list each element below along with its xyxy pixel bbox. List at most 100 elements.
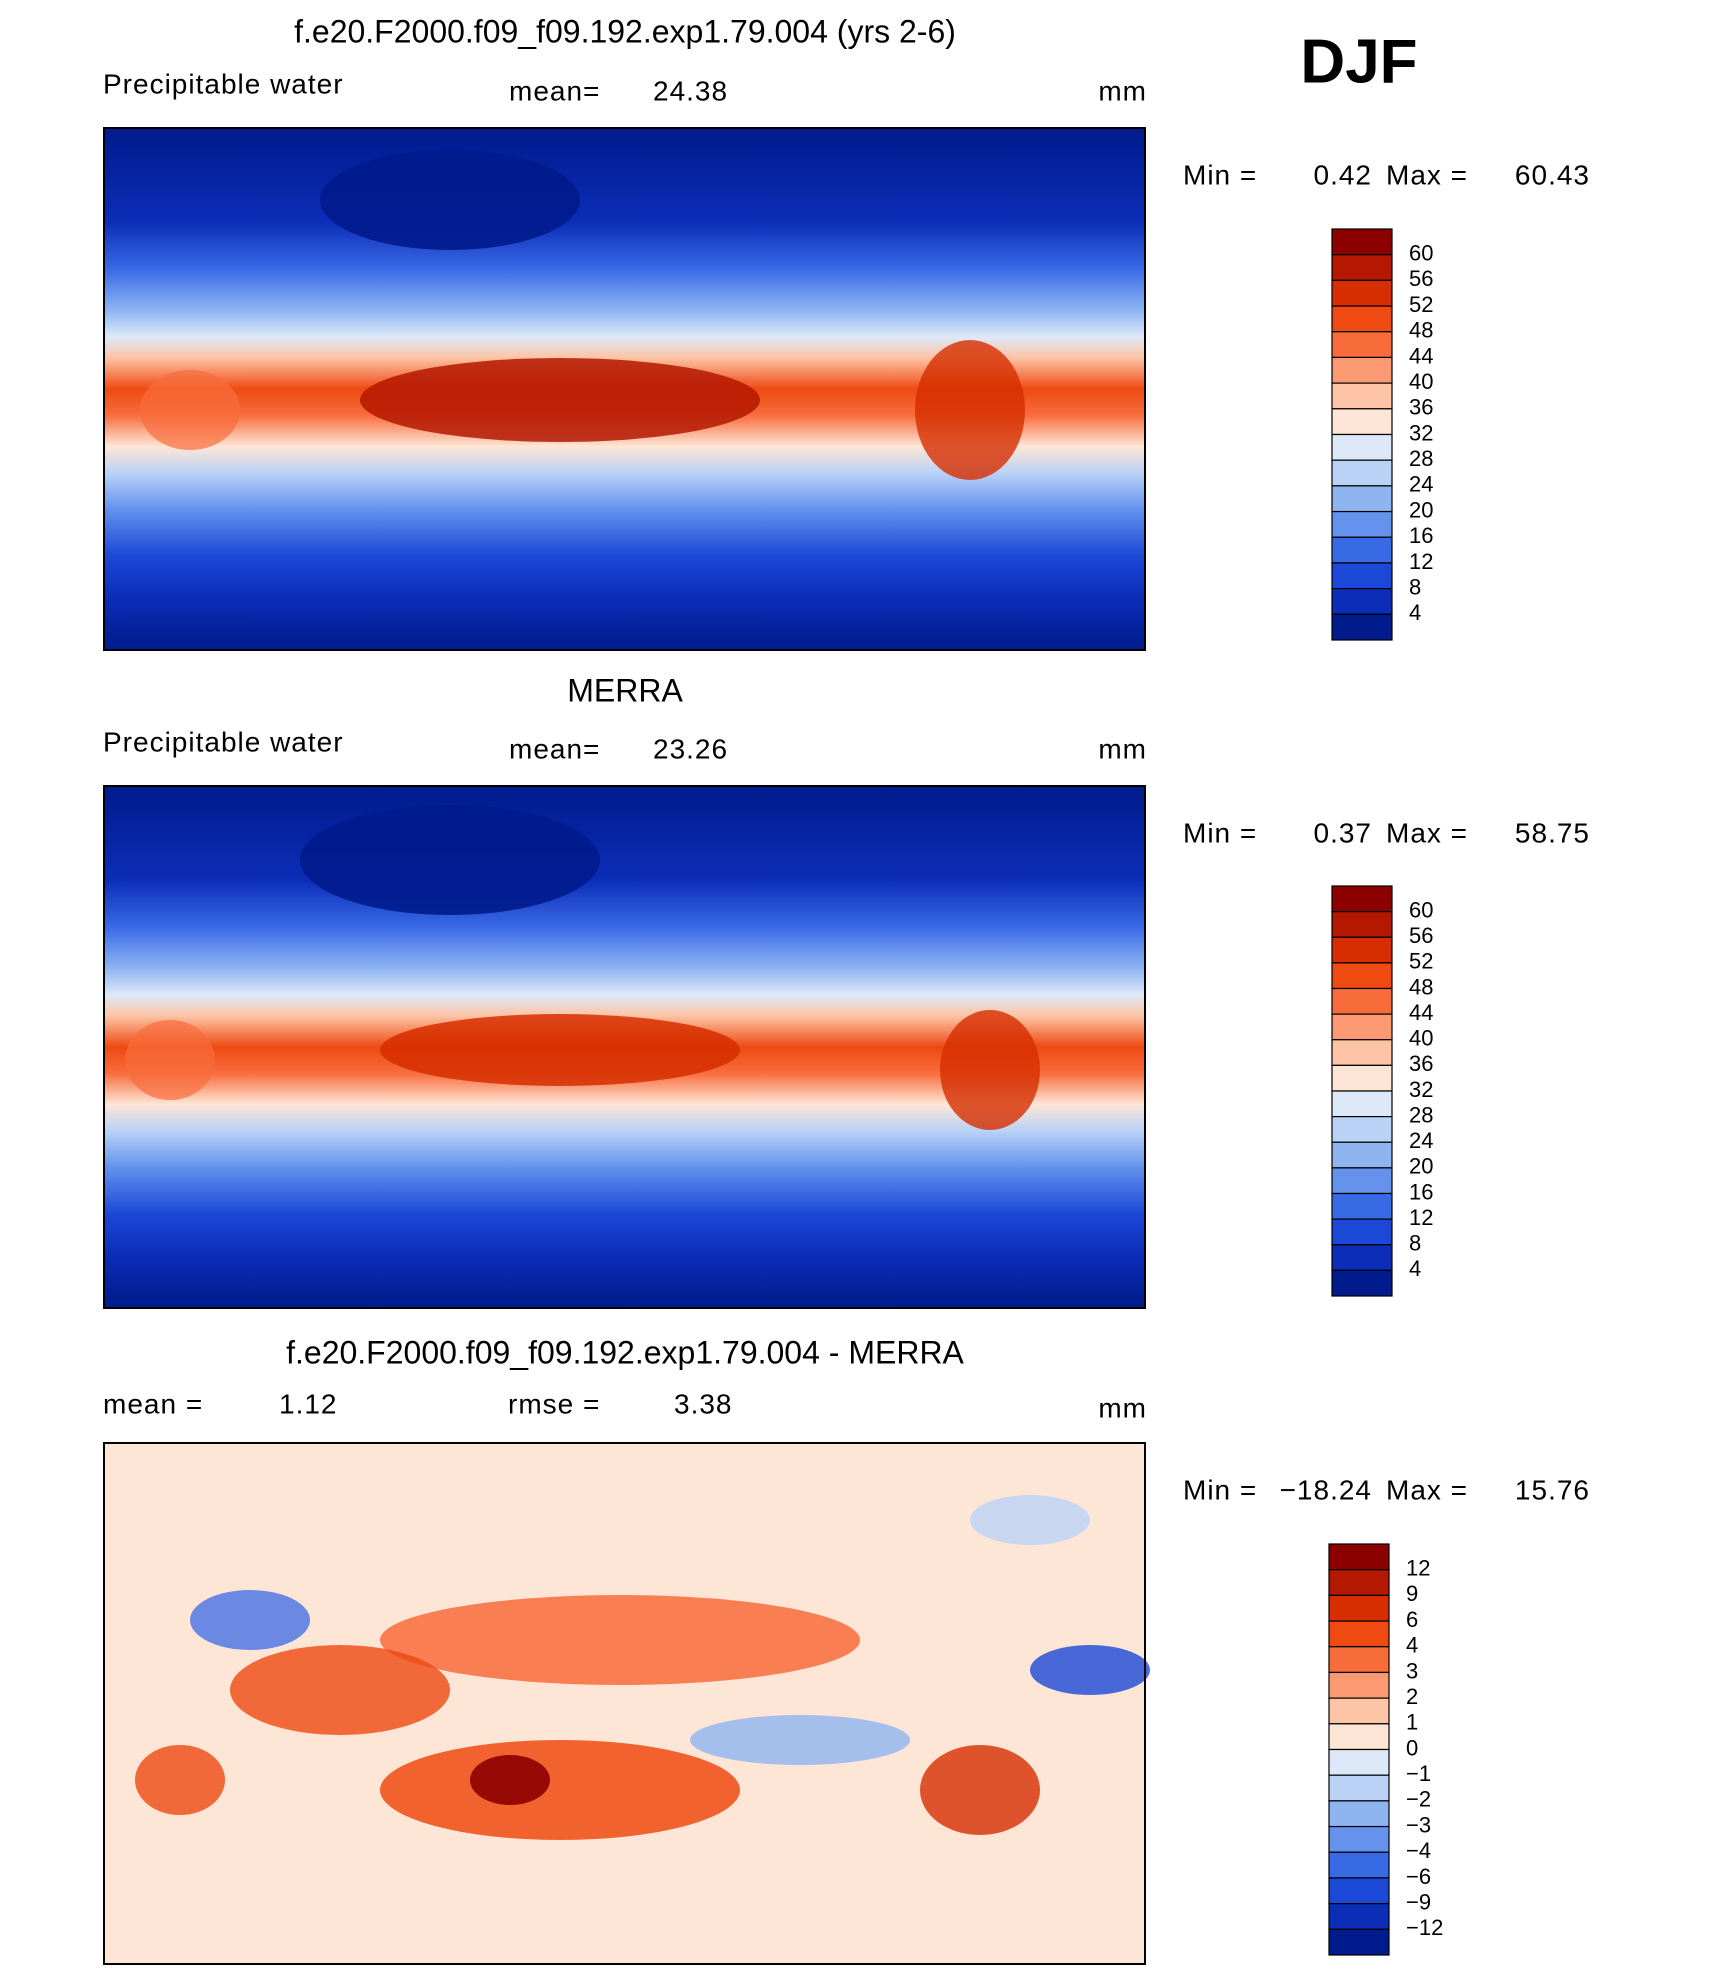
colorbar-label: 52 (1409, 949, 1433, 974)
colorbar-box (1331, 962, 1393, 990)
colorbar-label: 48 (1409, 318, 1433, 343)
colorbar-label: 3 (1406, 1658, 1418, 1683)
colorbar-box (1331, 459, 1393, 487)
colorbar-box (1331, 613, 1393, 641)
colorbar-box (1328, 1825, 1390, 1853)
colorbar-label: 6 (1406, 1607, 1418, 1632)
colorbar-label: 1 (1406, 1710, 1418, 1735)
map-panel-2 (103, 785, 1146, 1309)
panel-title: f.e20.F2000.f09_f09.192.exp1.79.004 - ME… (286, 1334, 964, 1370)
colorbar-box (1331, 1218, 1393, 1246)
colorbar-box (1331, 536, 1393, 564)
colorbar-box (1328, 1748, 1390, 1776)
colorbar-label: 12 (1406, 1556, 1430, 1581)
colorbar-label: 12 (1409, 549, 1433, 574)
colorbar-label: 16 (1409, 1179, 1433, 1204)
max-value: 58.75 (1515, 817, 1590, 848)
colorbar-box (1331, 1141, 1393, 1169)
max-label: Max = (1386, 817, 1468, 848)
colorbar-box (1331, 987, 1393, 1015)
min-label: Min = (1183, 159, 1257, 190)
max-value: 15.76 (1515, 1474, 1590, 1505)
colorbar-box (1331, 331, 1393, 359)
colorbar-label: 40 (1409, 369, 1433, 394)
colorbar-box (1331, 510, 1393, 538)
colorbar-box (1328, 1697, 1390, 1725)
colorbar-label: 32 (1409, 1077, 1433, 1102)
colorbar-label: 28 (1409, 446, 1433, 471)
colorbar-label: 36 (1409, 1051, 1433, 1076)
max-label: Max = (1386, 1474, 1468, 1505)
colorbar-box (1328, 1671, 1390, 1699)
colorbar-box (1331, 1116, 1393, 1143)
colorbar-box (1331, 485, 1393, 513)
max-value: 60.43 (1515, 159, 1590, 190)
colorbar-label: 8 (1409, 574, 1421, 599)
colorbar-box (1331, 562, 1393, 590)
colorbar-label: 48 (1409, 974, 1433, 999)
colorbar-box (1328, 1903, 1390, 1930)
colorbar-box (1331, 911, 1393, 938)
colorbar-box (1331, 382, 1393, 410)
colorbar-box (1331, 433, 1393, 461)
stat-value: 3.38 (674, 1388, 733, 1419)
colorbar-label: 4 (1406, 1633, 1418, 1658)
colorbar-box (1331, 1013, 1393, 1041)
colorbar-label: 52 (1409, 292, 1433, 317)
colorbar-box (1331, 1269, 1393, 1297)
stat-label: rmse = (508, 1388, 600, 1419)
colorbar-box (1328, 1594, 1390, 1622)
colorbar-label: 44 (1409, 1000, 1433, 1025)
colorbar-box (1328, 1851, 1390, 1879)
colorbar-box (1331, 228, 1393, 256)
colorbar-label: −6 (1406, 1864, 1431, 1889)
colorbar-box (1331, 356, 1393, 384)
colorbar-label: −4 (1406, 1838, 1431, 1863)
colorbar-box (1328, 1774, 1390, 1802)
colorbar-label: −12 (1406, 1915, 1443, 1940)
colorbar-label: 40 (1409, 1026, 1433, 1051)
colorbar-box (1331, 1039, 1393, 1066)
min-value: −18.24 (1280, 1474, 1372, 1505)
colorbar-label: 36 (1409, 395, 1433, 420)
stat-value: 24.38 (653, 75, 728, 106)
colorbar-label: 32 (1409, 420, 1433, 445)
colorbar-label: 20 (1409, 1154, 1433, 1179)
min-value: 0.37 (1314, 817, 1373, 848)
colorbar-label: 16 (1409, 523, 1433, 548)
colorbar-box (1331, 1192, 1393, 1220)
colorbar-box (1331, 1090, 1393, 1118)
colorbar-label: 4 (1409, 1256, 1421, 1281)
stat-value: 23.26 (653, 733, 728, 764)
colorbar-box (1331, 1244, 1393, 1271)
colorbar-label: 24 (1409, 1128, 1433, 1153)
colorbar-box (1331, 254, 1393, 281)
colorbar-box (1331, 279, 1393, 307)
colorbar-box (1328, 1620, 1390, 1648)
stat-value: 1.12 (279, 1388, 338, 1419)
colorbar-box (1331, 885, 1393, 913)
units-label: mm (1098, 75, 1147, 106)
colorbar-label: −3 (1406, 1812, 1431, 1837)
colorbar-box (1328, 1646, 1390, 1674)
stat-label: mean= (509, 75, 600, 106)
colorbar-label: 9 (1406, 1581, 1418, 1606)
colorbar-label: 0 (1406, 1735, 1418, 1760)
season-label: DJF (1300, 27, 1417, 96)
map-panel-1 (103, 127, 1146, 651)
colorbar-label: 60 (1409, 241, 1433, 266)
colorbar-box (1331, 1064, 1393, 1092)
variable-label: Precipitable water (103, 68, 344, 99)
map-panel-3 (103, 1442, 1150, 1965)
colorbar-label: 56 (1409, 923, 1433, 948)
colorbar-label: 28 (1409, 1102, 1433, 1127)
units-label: mm (1098, 1392, 1147, 1423)
colorbar-label: −2 (1406, 1787, 1431, 1812)
panel-title: MERRA (567, 672, 683, 708)
colorbar-box (1328, 1928, 1390, 1956)
colorbar-box (1331, 1167, 1393, 1195)
colorbar-box (1328, 1877, 1390, 1905)
colorbar-label: 8 (1409, 1231, 1421, 1256)
